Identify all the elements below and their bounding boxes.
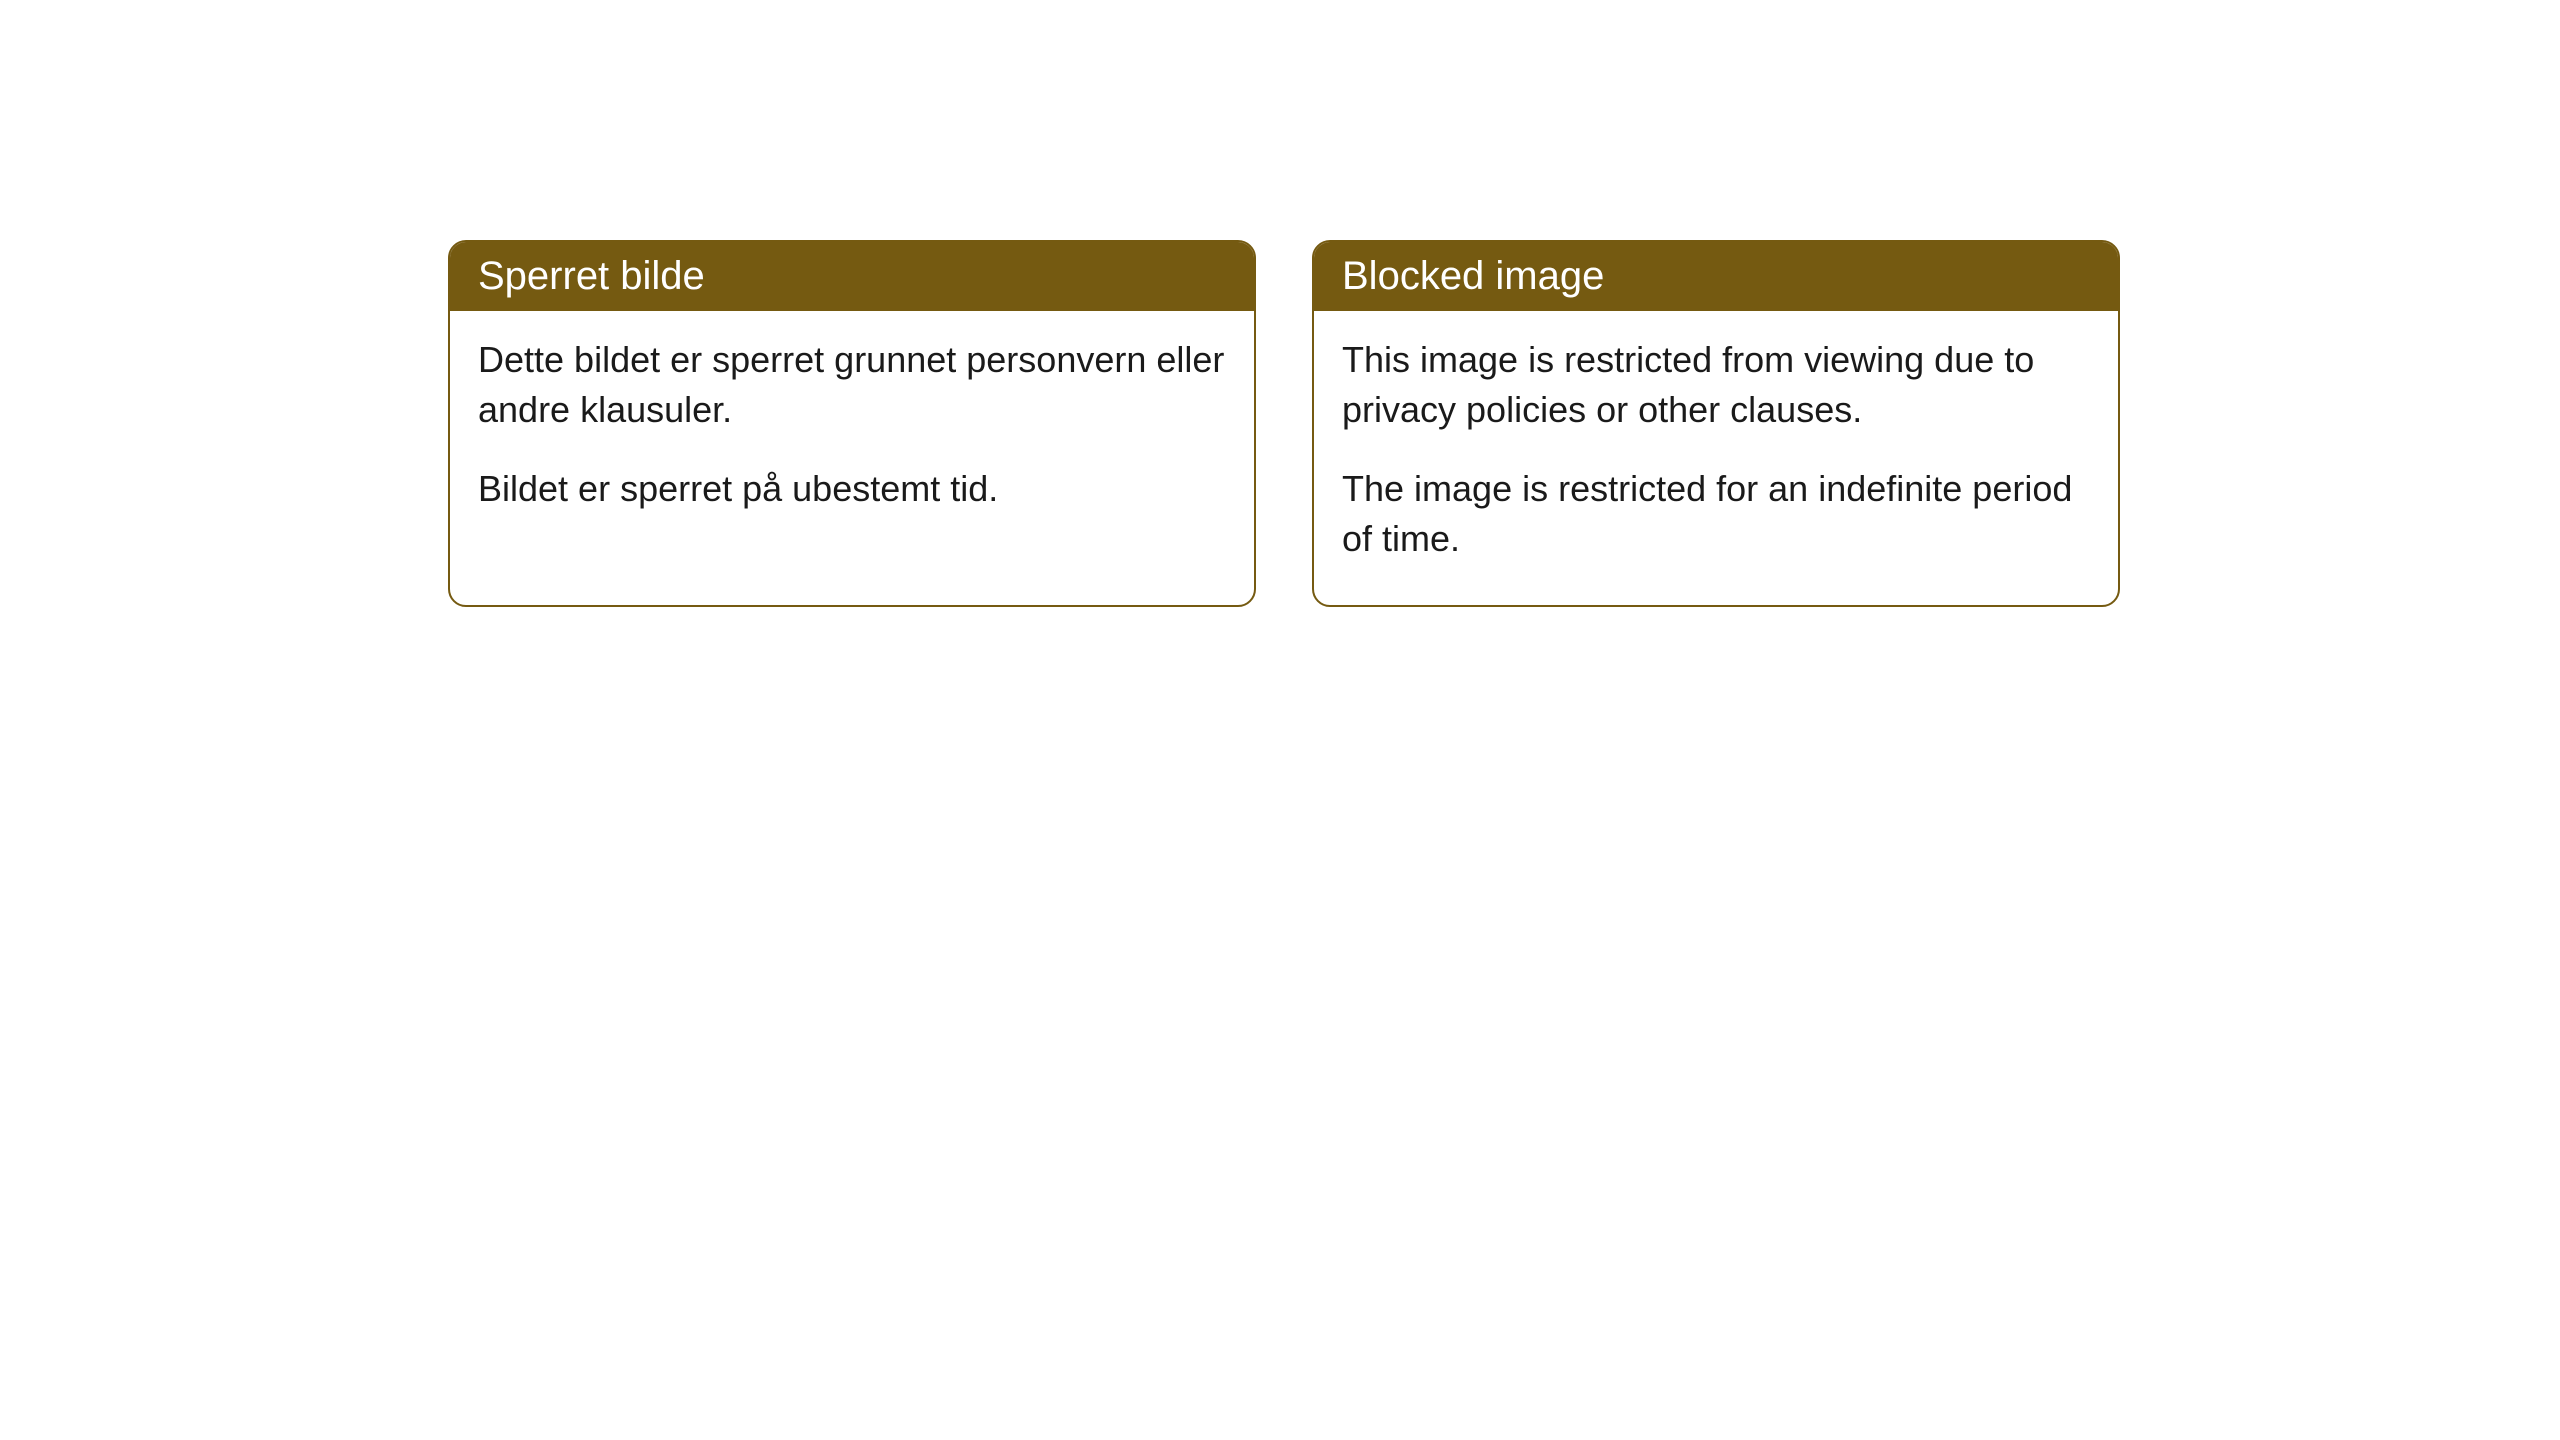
notice-paragraph: Dette bildet er sperret grunnet personve… xyxy=(478,335,1226,436)
notice-paragraph: The image is restricted for an indefinit… xyxy=(1342,464,2090,565)
notice-header-english: Blocked image xyxy=(1314,242,2118,311)
notice-paragraph: Bildet er sperret på ubestemt tid. xyxy=(478,464,1226,514)
notice-body-english: This image is restricted from viewing du… xyxy=(1314,311,2118,605)
notice-container: Sperret bilde Dette bildet er sperret gr… xyxy=(0,0,2560,607)
notice-card-english: Blocked image This image is restricted f… xyxy=(1312,240,2120,607)
notice-title: Blocked image xyxy=(1342,254,1604,298)
notice-card-norwegian: Sperret bilde Dette bildet er sperret gr… xyxy=(448,240,1256,607)
notice-header-norwegian: Sperret bilde xyxy=(450,242,1254,311)
notice-title: Sperret bilde xyxy=(478,254,705,298)
notice-body-norwegian: Dette bildet er sperret grunnet personve… xyxy=(450,311,1254,554)
notice-paragraph: This image is restricted from viewing du… xyxy=(1342,335,2090,436)
